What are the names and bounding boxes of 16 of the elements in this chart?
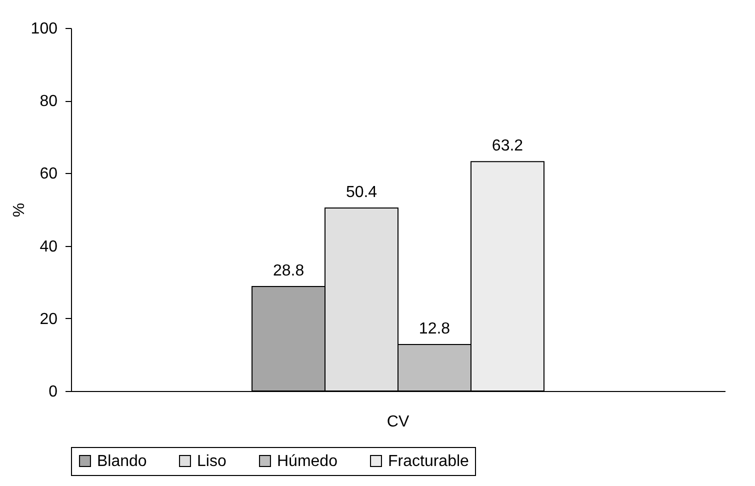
y-tick-label: 80 — [40, 93, 58, 110]
data-label: 63.2 — [492, 138, 524, 155]
x-tick-label: CV — [386, 414, 410, 430]
legend-label: Blando — [97, 453, 147, 470]
data-label: 50.4 — [346, 184, 378, 202]
legend-label: Fracturable — [388, 453, 470, 470]
data-label: 12.8 — [418, 320, 450, 338]
y-tick-label: 60 — [40, 166, 58, 183]
data-label: 28.8 — [272, 262, 304, 280]
legend-label: Liso — [197, 453, 226, 470]
y-tick-label: 40 — [40, 238, 58, 256]
y-axis-title: % — [10, 202, 28, 218]
legend-label: Húmedo — [277, 453, 338, 470]
y-tick-label: 0 — [48, 384, 58, 400]
y-tick-label: 20 — [40, 310, 58, 328]
y-tick-label: 100 — [30, 20, 58, 38]
